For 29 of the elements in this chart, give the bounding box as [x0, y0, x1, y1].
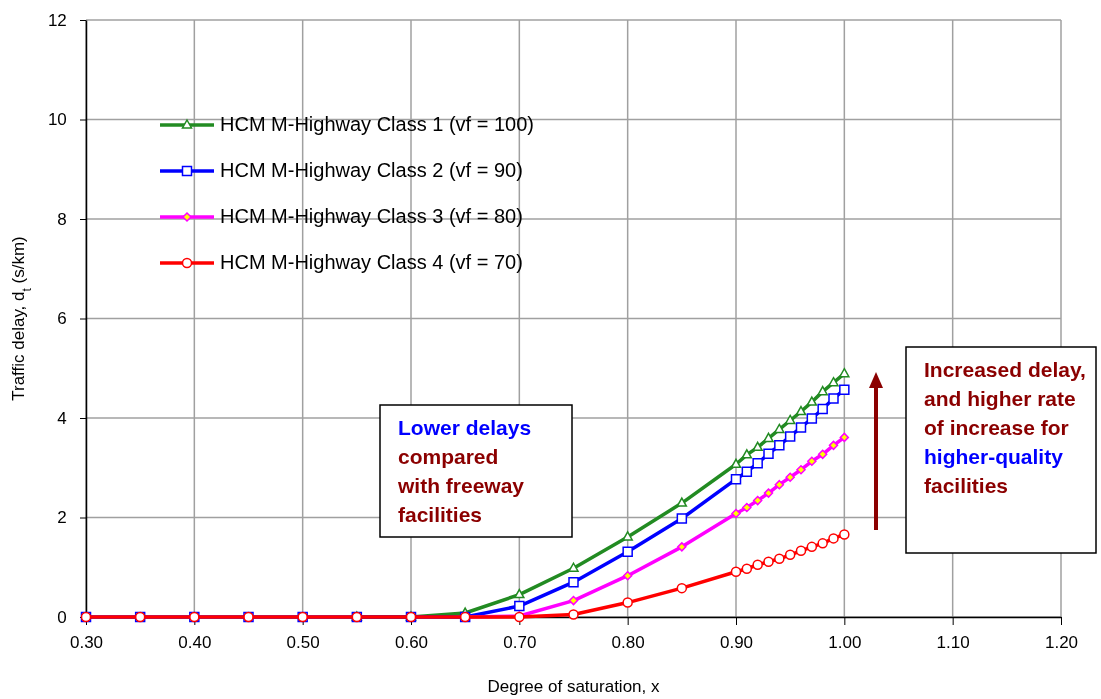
legend-label: HCM M-Highway Class 4 (vf = 70) [220, 251, 523, 273]
y-tick-label: 4 [57, 408, 67, 428]
annotation: facilities [924, 474, 1009, 497]
x-tick-label: 0.90 [719, 633, 754, 653]
legend-label: HCM M-Highway Class 1 (vf = 100) [220, 113, 534, 135]
x-tick-label: 0.30 [69, 633, 104, 653]
legend-label: HCM M-Highway Class 2 (vf = 90) [220, 159, 523, 181]
x-tick-label: 0.50 [286, 633, 320, 653]
x-axis-title: Degree of saturation, x [487, 677, 660, 696]
y-tick-label: 8 [57, 209, 67, 229]
x-tick-label: 0.40 [178, 633, 212, 653]
x-tick-label: 1.20 [1044, 633, 1079, 653]
x-tick-label: 0.60 [394, 633, 429, 653]
text-box: Lower delays compared with freeway facilities [379, 404, 573, 538]
annotation: compared with freeway facilities [397, 445, 525, 526]
x-tick-label: 0.80 [611, 633, 645, 653]
annotation: higher-quality [924, 445, 1064, 468]
y-tick-label: 0 [57, 607, 67, 627]
y-tick-label: 6 [57, 309, 67, 329]
x-tick-label: 1.00 [828, 633, 862, 653]
y-tick-label: 2 [57, 508, 67, 528]
legend-label: HCM M-Highway Class 3 (vf = 80) [220, 205, 523, 227]
annotation: Lower delays [398, 416, 532, 439]
text-box: Increased delay, and higher rate of increase for higher-quality facilities [905, 346, 1097, 554]
annotation: Increased delay, and higher rate of increase for [924, 358, 1086, 439]
y-tick-label: 12 [47, 10, 67, 30]
x-tick-label: 1.10 [936, 633, 970, 653]
y-tick-label: 10 [47, 110, 67, 130]
x-tick-label: 0.70 [503, 633, 537, 653]
